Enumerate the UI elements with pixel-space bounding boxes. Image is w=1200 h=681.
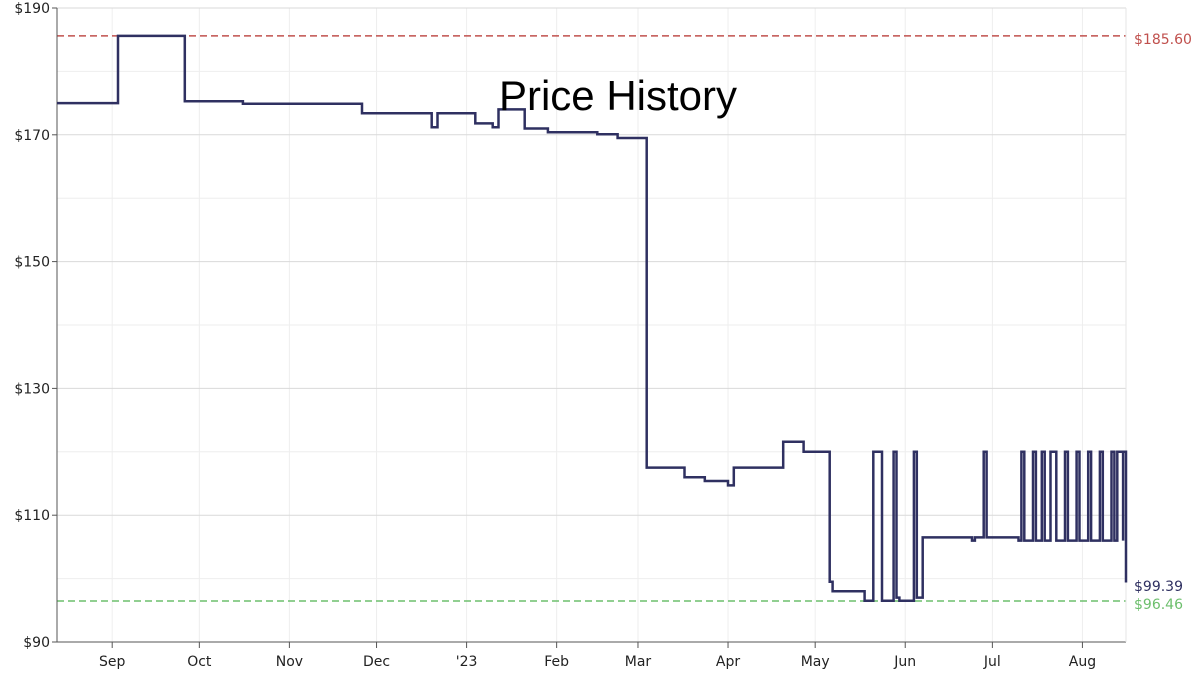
y-tick-label: $90 xyxy=(23,635,50,651)
y-tick-label: $190 xyxy=(14,1,50,17)
high-price-label: $185.60 xyxy=(1134,32,1192,48)
x-tick-label: Feb xyxy=(544,654,569,670)
y-tick-label: $110 xyxy=(14,508,50,524)
x-tick-label: Nov xyxy=(276,654,303,670)
minor-grid xyxy=(57,8,1126,642)
x-axis-ticks: Sep Oct Nov Dec '23 Feb Mar Apr May Jun Jul Aug xyxy=(99,642,1096,670)
x-tick-label: Sep xyxy=(99,654,126,670)
y-tick-label: $130 xyxy=(14,381,50,397)
y-tick-label: $150 xyxy=(14,255,50,271)
y-axis-ticks: $90 $110 $130 $150 $170 $190 xyxy=(14,1,57,651)
reference-lines: $185.60 $96.46 xyxy=(57,32,1192,613)
y-tick-label: $170 xyxy=(14,128,50,144)
x-tick-label: May xyxy=(801,654,830,670)
x-tick-label: Aug xyxy=(1069,654,1096,670)
x-tick-label: Jul xyxy=(983,654,1001,670)
x-tick-label: Apr xyxy=(716,654,740,670)
x-tick-label: Jun xyxy=(893,654,916,670)
x-tick-label: Dec xyxy=(363,654,390,670)
x-tick-label: Oct xyxy=(187,654,212,670)
chart-title: Price History xyxy=(499,72,737,119)
price-line xyxy=(57,34,1128,603)
low-price-label: $96.46 xyxy=(1134,597,1183,613)
price-series xyxy=(57,34,1128,603)
x-tick-label: '23 xyxy=(456,654,478,670)
x-tick-label: Mar xyxy=(625,654,652,670)
current-price-label: $99.39 xyxy=(1134,579,1183,595)
